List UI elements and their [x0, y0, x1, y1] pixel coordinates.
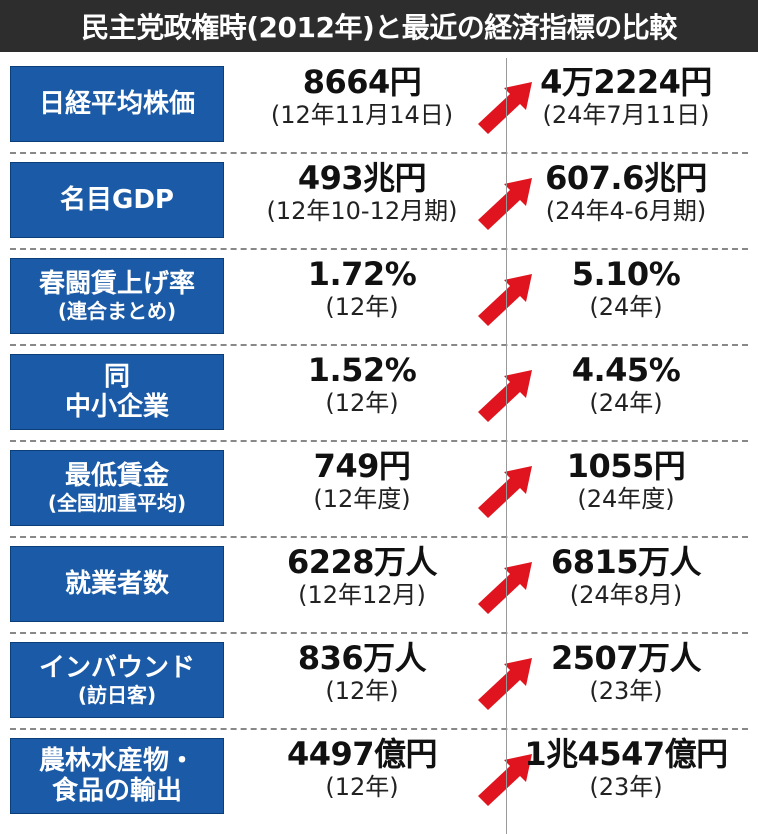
value-2012: 4497億円 (12年): [232, 736, 492, 802]
indicator-label: 最低賃金: [64, 461, 169, 491]
indicator-sublabel: (訪日客): [77, 683, 157, 707]
indicator-label: 就業者数: [64, 569, 169, 599]
increase-arrow-icon: [478, 562, 532, 614]
increase-arrow-icon: [478, 274, 532, 326]
row-separator: [10, 536, 748, 538]
value-recent-amount: 6815万人: [550, 543, 702, 581]
indicator-sublabel: (全国加重平均): [47, 491, 187, 515]
value-2012-amount: 6228万人: [286, 543, 438, 581]
indicator-label: 日経平均株価: [38, 89, 195, 119]
value-2012-date: (12年): [325, 389, 399, 417]
value-2012: 836万人 (12年): [232, 640, 492, 706]
value-2012-date: (12年11月14日): [270, 101, 454, 129]
increase-arrow-icon: [478, 370, 532, 422]
value-2012: 493兆円 (12年10-12月期): [232, 160, 492, 226]
indicator-label: 農林水産物・: [38, 746, 195, 776]
increase-arrow-icon: [478, 82, 532, 134]
value-recent-amount: 5.10%: [571, 255, 681, 293]
indicator-label-box: 名目GDP: [10, 162, 224, 238]
indicator-label: 春闘賃上げ率: [38, 269, 195, 299]
comparison-row: 同 中小企業 1.52% (12年) 4.45% (24年): [0, 346, 758, 438]
comparison-row: インバウンド (訪日客) 836万人 (12年) 2507万人 (23年): [0, 634, 758, 726]
title-bar: 民主党政権時(2012年)と最近の経済指標の比較: [0, 0, 758, 52]
value-recent-date: (23年): [589, 677, 663, 705]
value-2012-amount: 749円: [313, 447, 411, 485]
indicator-label-box: 就業者数: [10, 546, 224, 622]
value-2012-amount: 493兆円: [297, 159, 427, 197]
increase-arrow-icon: [478, 658, 532, 710]
indicator-sublabel: (連合まとめ): [57, 299, 177, 323]
comparison-row: 日経平均株価 8664円 (12年11月14日) 4万2224円 (24年7月1…: [0, 58, 758, 150]
indicator-label-box: インバウンド (訪日客): [10, 642, 224, 718]
value-2012-date: (12年): [325, 293, 399, 321]
value-2012-date: (12年): [325, 773, 399, 801]
comparison-row: 就業者数 6228万人 (12年12月) 6815万人 (24年8月): [0, 538, 758, 630]
indicator-label-box: 最低賃金 (全国加重平均): [10, 450, 224, 526]
value-2012: 749円 (12年度): [232, 448, 492, 514]
value-recent-amount: 1055円: [566, 447, 686, 485]
value-recent: 1兆4547億円 (23年): [496, 736, 756, 802]
value-2012-date: (12年度): [313, 485, 411, 513]
row-separator: [10, 344, 748, 346]
value-2012-amount: 4497億円: [286, 735, 438, 773]
value-recent: 607.6兆円 (24年4-6月期): [496, 160, 756, 226]
indicator-label: インバウンド: [38, 653, 195, 683]
value-recent-date: (24年): [589, 389, 663, 417]
value-2012-amount: 1.52%: [307, 351, 417, 389]
indicator-label-box: 日経平均株価: [10, 66, 224, 142]
value-2012-date: (12年): [325, 677, 399, 705]
value-recent: 1055円 (24年度): [496, 448, 756, 514]
value-2012-amount: 8664円: [302, 63, 422, 101]
comparison-row: 春闘賃上げ率 (連合まとめ) 1.72% (12年) 5.10% (24年): [0, 250, 758, 342]
row-separator: [10, 440, 748, 442]
indicator-label-box: 春闘賃上げ率 (連合まとめ): [10, 258, 224, 334]
value-recent: 5.10% (24年): [496, 256, 756, 322]
page-title: 民主党政権時(2012年)と最近の経済指標の比較: [81, 11, 677, 44]
value-recent-date: (24年8月): [569, 581, 683, 609]
value-2012-date: (12年10-12月期): [266, 197, 458, 225]
value-recent-amount: 2507万人: [550, 639, 702, 677]
comparison-row: 農林水産物・ 食品の輸出 4497億円 (12年) 1兆4547億円 (23年): [0, 730, 758, 822]
value-recent-date: (24年): [589, 293, 663, 321]
value-2012: 6228万人 (12年12月): [232, 544, 492, 610]
value-recent-amount: 4.45%: [571, 351, 681, 389]
value-2012: 8664円 (12年11月14日): [232, 64, 492, 130]
row-separator: [10, 632, 748, 634]
row-separator: [10, 728, 748, 730]
value-recent: 2507万人 (23年): [496, 640, 756, 706]
value-2012-amount: 1.72%: [307, 255, 417, 293]
value-recent-amount: 4万2224円: [540, 63, 712, 101]
indicator-label-box: 同 中小企業: [10, 354, 224, 430]
value-recent-date: (23年): [589, 773, 663, 801]
value-2012: 1.72% (12年): [232, 256, 492, 322]
row-separator: [10, 248, 748, 250]
indicator-sublabel: 中小企業: [64, 392, 169, 422]
value-recent: 4.45% (24年): [496, 352, 756, 418]
indicator-sublabel: 食品の輸出: [51, 776, 182, 806]
value-recent-date: (24年4-6月期): [545, 197, 707, 225]
value-recent-amount: 607.6兆円: [545, 159, 707, 197]
value-recent-date: (24年度): [577, 485, 675, 513]
comparison-row: 最低賃金 (全国加重平均) 749円 (12年度) 1055円 (24年度): [0, 442, 758, 534]
indicator-label: 名目GDP: [60, 185, 174, 215]
value-2012-date: (12年12月): [298, 581, 426, 609]
value-recent-amount: 1兆4547億円: [524, 735, 728, 773]
indicator-label-box: 農林水産物・ 食品の輸出: [10, 738, 224, 814]
increase-arrow-icon: [478, 466, 532, 518]
value-recent: 6815万人 (24年8月): [496, 544, 756, 610]
comparison-row: 名目GDP 493兆円 (12年10-12月期) 607.6兆円 (24年4-6…: [0, 154, 758, 246]
indicator-label: 同: [103, 362, 130, 392]
value-2012: 1.52% (12年): [232, 352, 492, 418]
increase-arrow-icon: [478, 754, 532, 806]
value-recent-date: (24年7月11日): [542, 101, 710, 129]
value-recent: 4万2224円 (24年7月11日): [496, 64, 756, 130]
row-separator: [10, 152, 748, 154]
increase-arrow-icon: [478, 178, 532, 230]
value-2012-amount: 836万人: [297, 639, 427, 677]
column-divider: [506, 58, 507, 834]
